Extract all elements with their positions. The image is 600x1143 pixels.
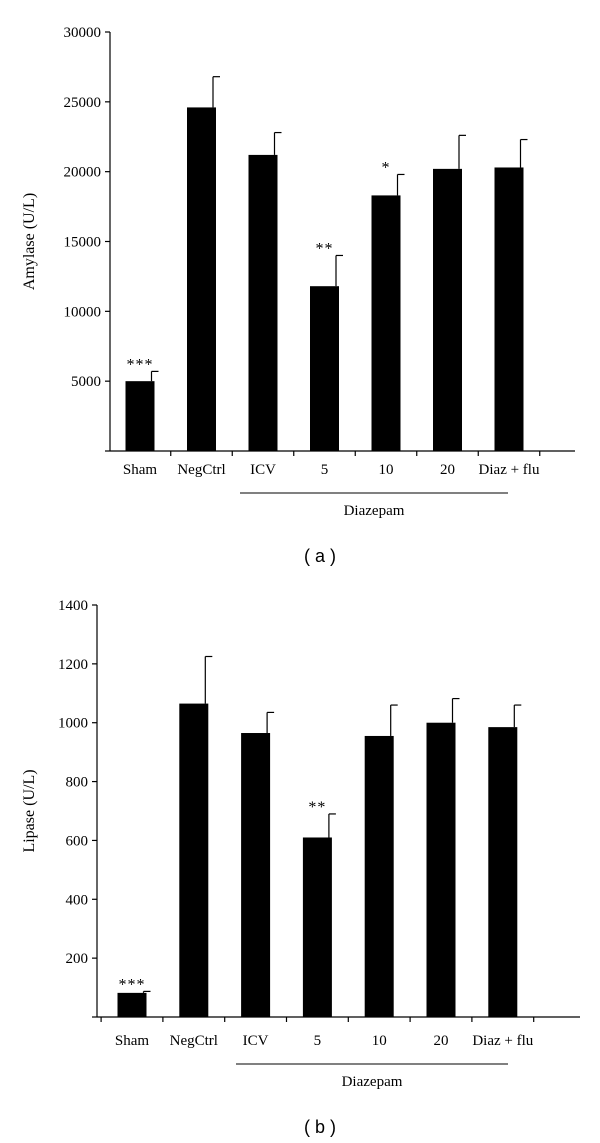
y-tick-label: 400: [66, 892, 89, 908]
y-axis-title: Amylase (U/L): [21, 193, 38, 290]
bar: [179, 703, 209, 1017]
bar: [117, 992, 147, 1017]
significance-label: *: [382, 159, 391, 176]
x-tick-label: 5: [314, 1033, 322, 1049]
bar: [488, 727, 518, 1017]
bar: [371, 195, 401, 451]
x-tick-label: Diaz + flu: [479, 462, 540, 478]
bar: [426, 722, 456, 1017]
y-tick-label: 20000: [64, 165, 102, 181]
x-tick-label: ICV: [243, 1033, 269, 1049]
x-tick-label: ICV: [250, 462, 276, 478]
y-tick-label: 200: [66, 951, 89, 967]
amylase-chart: 5000 10000 15000 20000 25000 30000 Amylase (U/…: [21, 25, 575, 566]
x-tick-label: 10: [379, 462, 394, 478]
panel-label: ( b ): [304, 1117, 336, 1137]
bar: [302, 837, 332, 1017]
y-tick-label: 1200: [58, 657, 88, 673]
x-tick-label: Diaz + flu: [472, 1033, 533, 1049]
bar: [364, 735, 394, 1017]
y-tick-label: 1000: [58, 716, 88, 732]
x-tick-label: Sham: [123, 462, 158, 478]
significance-label: **: [308, 799, 326, 816]
x-tick-label: 20: [434, 1033, 449, 1049]
bar: [310, 286, 339, 451]
bar: [241, 733, 271, 1017]
x-tick-label: NegCtrl: [177, 462, 225, 478]
y-tick-label: 1400: [58, 598, 88, 614]
x-tick-label: Sham: [115, 1033, 150, 1049]
y-tick-label: 10000: [64, 304, 102, 320]
x-tick-label: 5: [321, 462, 329, 478]
bar: [433, 168, 462, 451]
y-tick-label: 600: [66, 833, 89, 849]
y-tick-label: 30000: [64, 25, 102, 41]
y-axis-title: Lipase (U/L): [21, 769, 38, 852]
x-tick-label: 10: [372, 1033, 387, 1049]
bar: [248, 154, 278, 451]
bar: [187, 107, 216, 452]
panel-label: ( a ): [304, 546, 336, 566]
y-tick-label: 800: [66, 775, 89, 791]
x-tick-label: NegCtrl: [170, 1033, 218, 1049]
y-tick-label: 15000: [64, 235, 102, 251]
bar: [494, 167, 524, 451]
y-tick-label: 25000: [64, 95, 102, 111]
significance-label: **: [316, 240, 334, 257]
group-label: Diazepam: [344, 503, 405, 519]
y-tick-label: 5000: [71, 374, 101, 390]
lipase-chart: 200 400 600 800 1000 1200 1400 Lipase (U/L) Sham…: [21, 598, 580, 1137]
x-tick-label: 20: [440, 462, 455, 478]
significance-label: ***: [127, 356, 154, 373]
bar: [125, 381, 155, 451]
group-label: Diazepam: [342, 1074, 403, 1090]
significance-label: ***: [119, 976, 146, 993]
